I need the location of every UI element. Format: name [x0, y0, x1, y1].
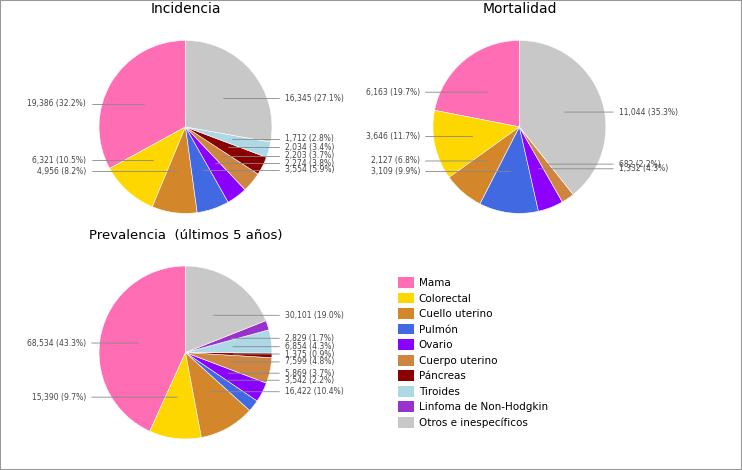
- Wedge shape: [186, 127, 228, 212]
- Wedge shape: [449, 127, 519, 204]
- Wedge shape: [99, 266, 186, 431]
- Title: Incidencia: Incidencia: [150, 2, 221, 16]
- Wedge shape: [186, 352, 257, 410]
- Wedge shape: [519, 127, 574, 202]
- Wedge shape: [186, 321, 269, 352]
- Text: 3,554 (5.9%): 3,554 (5.9%): [203, 165, 335, 174]
- Text: 11,044 (35.3%): 11,044 (35.3%): [565, 108, 678, 117]
- Text: 1,375 (0.9%): 1,375 (0.9%): [233, 350, 335, 359]
- Text: 1,712 (2.8%): 1,712 (2.8%): [232, 134, 334, 143]
- Wedge shape: [99, 40, 186, 168]
- Text: 2,203 (3.7%): 2,203 (3.7%): [223, 151, 334, 160]
- Text: 6,321 (10.5%): 6,321 (10.5%): [32, 156, 153, 165]
- Wedge shape: [150, 352, 201, 439]
- Wedge shape: [186, 330, 272, 353]
- Wedge shape: [186, 127, 258, 190]
- Text: 68,534 (43.3%): 68,534 (43.3%): [27, 338, 139, 347]
- Wedge shape: [152, 127, 197, 213]
- Wedge shape: [433, 110, 519, 177]
- Text: 3,109 (9.9%): 3,109 (9.9%): [370, 167, 511, 176]
- Legend: Mama, Colorectal, Cuello uterino, Pulmón, Ovario, Cuerpo uterino, Páncreas, Tiro: Mama, Colorectal, Cuello uterino, Pulmón…: [395, 274, 551, 431]
- Text: 2,274 (3.8%): 2,274 (3.8%): [215, 158, 334, 167]
- Wedge shape: [110, 127, 186, 207]
- Text: 15,390 (9.7%): 15,390 (9.7%): [32, 392, 177, 402]
- Title: Prevalencia  (últimos 5 años): Prevalencia (últimos 5 años): [89, 229, 282, 242]
- Text: 4,956 (8.2%): 4,956 (8.2%): [37, 167, 177, 176]
- Wedge shape: [186, 127, 245, 202]
- Wedge shape: [186, 352, 272, 383]
- Text: 16,345 (27.1%): 16,345 (27.1%): [223, 94, 344, 102]
- Wedge shape: [519, 127, 562, 211]
- Wedge shape: [186, 127, 271, 157]
- Wedge shape: [186, 352, 266, 401]
- Text: 1,332 (4.3%): 1,332 (4.3%): [539, 164, 668, 173]
- Text: 7,599 (4.8%): 7,599 (4.8%): [232, 357, 335, 367]
- Text: 2,034 (3.4%): 2,034 (3.4%): [229, 143, 335, 152]
- Wedge shape: [186, 127, 266, 174]
- Text: 3,542 (2.2%): 3,542 (2.2%): [223, 376, 334, 385]
- Title: Mortalidad: Mortalidad: [482, 2, 556, 16]
- Text: 6,163 (19.7%): 6,163 (19.7%): [366, 88, 488, 97]
- Text: 682 (2.2%): 682 (2.2%): [548, 160, 660, 169]
- Text: 30,101 (19.0%): 30,101 (19.0%): [214, 311, 344, 320]
- Wedge shape: [186, 352, 249, 438]
- Wedge shape: [480, 127, 539, 213]
- Text: 2,829 (1.7%): 2,829 (1.7%): [231, 334, 334, 343]
- Wedge shape: [186, 266, 266, 352]
- Wedge shape: [186, 40, 272, 142]
- Text: 2,127 (6.8%): 2,127 (6.8%): [371, 157, 487, 165]
- Text: 3,646 (11.7%): 3,646 (11.7%): [366, 132, 473, 141]
- Wedge shape: [519, 40, 606, 195]
- Text: 16,422 (10.4%): 16,422 (10.4%): [210, 387, 344, 396]
- Wedge shape: [435, 40, 519, 127]
- Text: 19,386 (32.2%): 19,386 (32.2%): [27, 100, 144, 109]
- Text: 6,854 (4.3%): 6,854 (4.3%): [233, 342, 335, 351]
- Wedge shape: [186, 352, 272, 358]
- Text: 5,869 (3.7%): 5,869 (3.7%): [229, 368, 335, 378]
